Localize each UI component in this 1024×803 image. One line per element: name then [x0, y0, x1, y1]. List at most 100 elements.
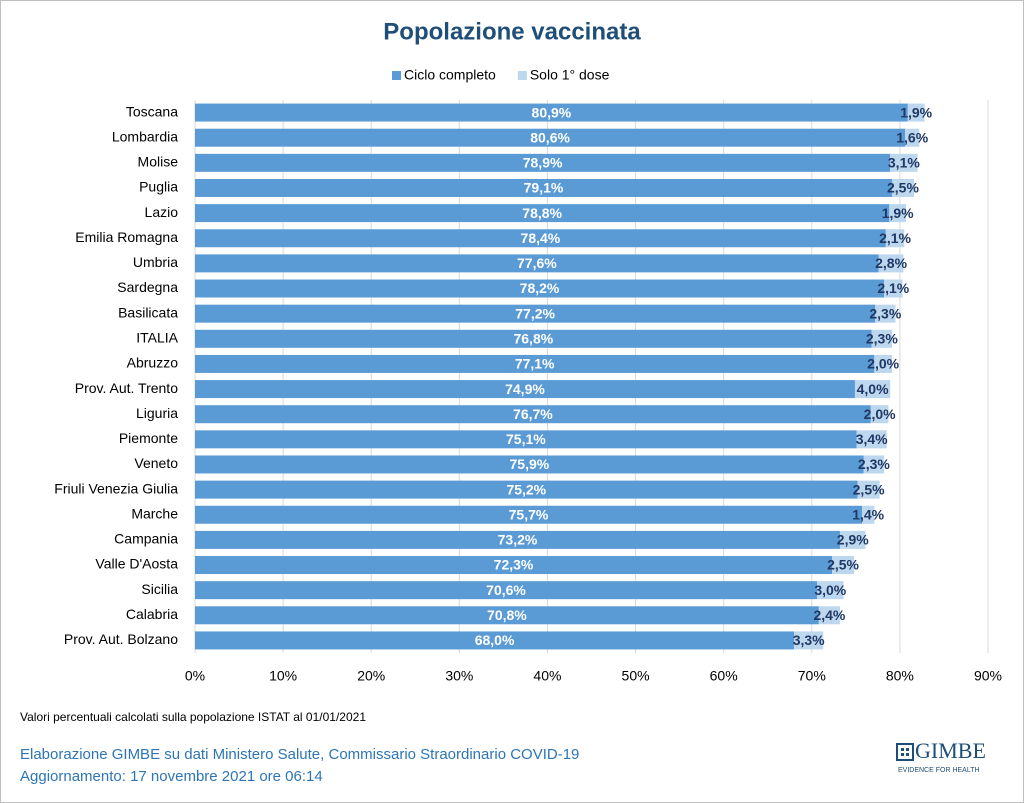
- y-tick-label: Piemonte: [119, 430, 178, 446]
- y-tick-label: Calabria: [126, 606, 178, 622]
- value-label: 2,3%: [858, 456, 890, 472]
- y-tick-label: Marche: [131, 505, 178, 521]
- bar: [874, 354, 892, 373]
- bar: [794, 631, 824, 650]
- legend-label: Solo 1° dose: [530, 67, 610, 83]
- value-label: 76,7%: [513, 406, 553, 422]
- value-label: 75,7%: [509, 506, 549, 522]
- y-tick-label: Lombardia: [112, 128, 178, 144]
- y-tick-label: Prov. Aut. Bolzano: [64, 631, 178, 647]
- bar: [195, 128, 906, 147]
- value-label: 78,8%: [522, 205, 562, 221]
- bar: [889, 204, 907, 223]
- value-label: 80,9%: [532, 104, 572, 120]
- value-label: 2,3%: [869, 305, 901, 321]
- value-label: 70,8%: [487, 607, 527, 623]
- value-label: 77,2%: [515, 305, 555, 321]
- x-tick-label: 30%: [445, 668, 473, 684]
- y-tick-label: Umbria: [133, 254, 178, 270]
- logo-tagline: EVIDENCE FOR HEALTH: [898, 767, 980, 774]
- bar: [905, 128, 920, 147]
- value-label: 1,6%: [896, 129, 928, 145]
- bar: [195, 581, 818, 600]
- value-label: 2,1%: [879, 230, 911, 246]
- bar: [857, 480, 880, 499]
- bar: [863, 455, 885, 474]
- value-label: 2,4%: [813, 607, 845, 623]
- value-label: 1,9%: [882, 205, 914, 221]
- value-label: 80,6%: [530, 129, 570, 145]
- y-tick-label: Veneto: [134, 455, 178, 471]
- y-tick-label: Puglia: [139, 179, 178, 195]
- bar: [817, 581, 844, 600]
- x-tick-label: 60%: [710, 668, 738, 684]
- value-label: 2,0%: [867, 356, 899, 372]
- x-tick-label: 50%: [622, 668, 650, 684]
- bar: [195, 380, 855, 399]
- value-label: 75,1%: [506, 431, 546, 447]
- bar: [195, 455, 864, 474]
- value-label: 77,6%: [517, 255, 557, 271]
- value-label: 3,1%: [888, 155, 920, 171]
- y-tick-label: Toscana: [126, 103, 178, 119]
- bar: [195, 304, 876, 323]
- value-label: 75,2%: [506, 481, 546, 497]
- value-label: 3,3%: [793, 632, 825, 648]
- updated: Aggiornamento: 17 novembre 2021 ore 06:1…: [20, 768, 323, 785]
- value-label: 2,5%: [853, 481, 885, 497]
- legend-swatch: [392, 71, 401, 80]
- bar: [195, 480, 858, 499]
- bar: [195, 505, 863, 524]
- bar: [195, 229, 886, 248]
- value-label: 79,1%: [524, 180, 564, 196]
- y-tick-label: Lazio: [145, 204, 179, 220]
- bar: [195, 178, 892, 197]
- bar: [195, 354, 875, 373]
- y-tick-label: Abruzzo: [127, 355, 179, 371]
- y-tick-label: Basilicata: [118, 304, 178, 320]
- value-label: 2,8%: [875, 255, 907, 271]
- y-tick-label: Valle D'Aosta: [95, 556, 178, 572]
- value-label: 68,0%: [475, 632, 515, 648]
- x-tick-label: 20%: [357, 668, 385, 684]
- bar: [195, 204, 890, 223]
- value-label: 2,1%: [877, 280, 909, 296]
- value-label: 72,3%: [494, 557, 534, 573]
- bar: [195, 430, 857, 449]
- note: Valori percentuali calcolati sulla popol…: [20, 710, 366, 724]
- bar: [195, 254, 879, 273]
- bar: [890, 153, 918, 172]
- bar: [862, 505, 875, 524]
- bar: [870, 405, 889, 424]
- bar: [195, 103, 908, 122]
- value-label: 2,3%: [866, 330, 898, 346]
- bar: [195, 405, 871, 424]
- value-label: 78,2%: [520, 280, 560, 296]
- bar: [884, 279, 903, 298]
- bar: [195, 606, 819, 625]
- y-tick-label: Sicilia: [141, 581, 178, 597]
- legend-swatch: [517, 71, 527, 80]
- bar: [878, 254, 904, 273]
- y-tick-label: Campania: [114, 531, 178, 547]
- x-tick-label: 70%: [798, 668, 826, 684]
- bar: [856, 430, 887, 449]
- value-label: 1,4%: [852, 506, 884, 522]
- bar: [891, 178, 914, 197]
- x-tick-label: 90%: [974, 668, 1002, 684]
- value-label: 76,8%: [513, 330, 553, 346]
- source: Elaborazione GIMBE su dati Ministero Sal…: [20, 746, 579, 763]
- bar: [885, 229, 905, 248]
- bar: [195, 631, 795, 650]
- value-label: 78,4%: [521, 230, 561, 246]
- y-tick-label: Friuli Venezia Giulia: [54, 480, 178, 496]
- value-label: 2,5%: [887, 180, 919, 196]
- value-label: 78,9%: [523, 155, 563, 171]
- bar: [907, 103, 925, 122]
- value-label: 2,9%: [837, 532, 869, 548]
- x-tick-label: 80%: [886, 668, 914, 684]
- y-tick-label: Emilia Romagna: [75, 229, 178, 245]
- y-tick-label: Liguria: [136, 405, 178, 421]
- logo-name: GIMBE: [915, 738, 986, 763]
